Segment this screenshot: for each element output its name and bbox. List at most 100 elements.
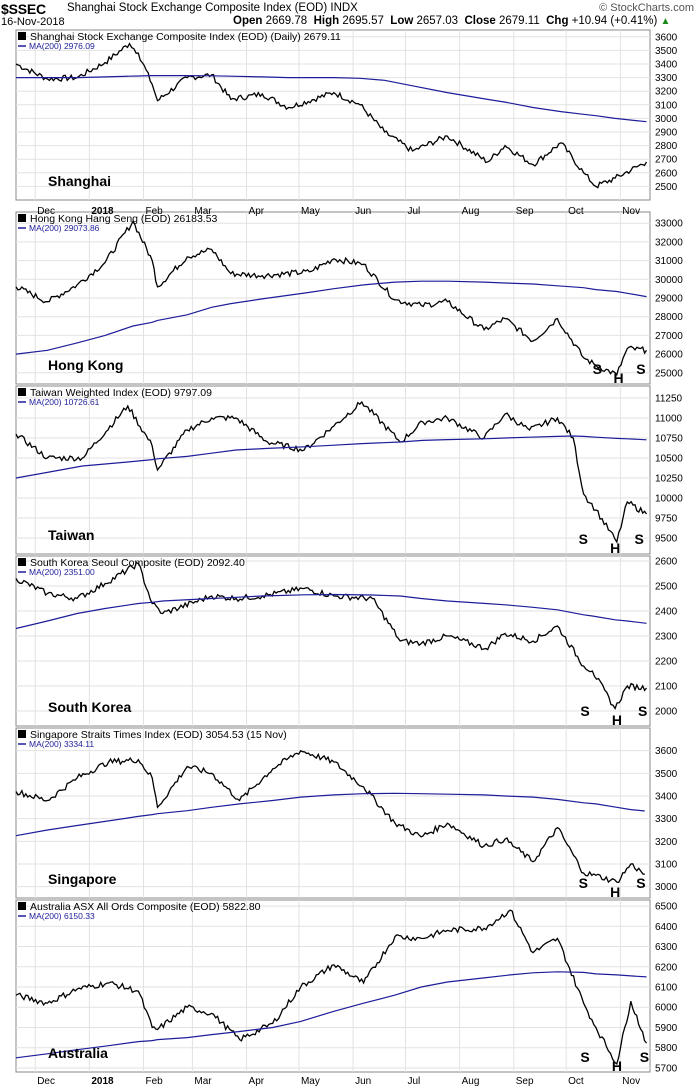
y-tick-label: 2700 [655, 155, 678, 166]
y-tick-label: 2600 [655, 557, 678, 568]
y-tick-label: 2000 [655, 707, 678, 718]
x-tick-label: Mar [194, 206, 212, 217]
price-series-line [15, 749, 645, 884]
y-tick-label: 5700 [655, 1063, 678, 1074]
y-tick-label: 32000 [655, 237, 683, 248]
y-tick-label: 3000 [655, 882, 678, 893]
ticker-symbol: $SSEC [1, 1, 46, 17]
pattern-annotation: H [610, 884, 620, 900]
y-tick-label: 3000 [655, 114, 678, 125]
pattern-annotation: S [636, 361, 645, 377]
x-tick-label: 2018 [91, 206, 114, 217]
y-tick-label: 3300 [655, 814, 678, 825]
y-tick-label: 2500 [655, 582, 678, 593]
y-tick-label: 6100 [655, 983, 678, 994]
title-legend-swatch [18, 730, 26, 738]
y-tick-label: 2800 [655, 141, 678, 152]
market-label: South Korea [48, 699, 131, 715]
pattern-annotation: H [612, 712, 622, 728]
y-tick-label: 3600 [655, 32, 678, 43]
pattern-annotation: H [612, 1058, 622, 1074]
y-tick-label: 26000 [655, 350, 683, 361]
open-value: 2669.78 [265, 15, 308, 27]
y-tick-label: 3300 [655, 73, 678, 84]
x-tick-label: May [301, 1076, 320, 1087]
x-tick-label: Nov [622, 206, 640, 217]
x-tick-label: Oct [568, 1076, 584, 1087]
panel-frame [15, 727, 651, 899]
brand-watermark: © StockCharts.com [599, 2, 694, 14]
price-series-line [15, 561, 648, 710]
pattern-annotation: S [579, 531, 588, 547]
quote-date: 16-Nov-2018 [1, 16, 65, 28]
x-tick-label: Aug [462, 1076, 480, 1087]
x-tick-label: Dec [37, 206, 55, 217]
ma-label: MA(200) 2351.00 [29, 567, 95, 577]
chart-header: $SSEC Shanghai Stock Exchange Composite … [0, 0, 700, 30]
chg-label: Chg [546, 15, 569, 27]
y-tick-label: 29000 [655, 294, 683, 305]
y-tick-label: 3100 [655, 860, 678, 871]
y-tick-label: 3400 [655, 60, 678, 71]
title-legend-swatch [18, 388, 26, 396]
pattern-annotation: S [640, 1049, 649, 1065]
low-label: Low [390, 15, 414, 27]
y-tick-label: 2600 [655, 168, 678, 179]
x-tick-label: Mar [194, 1076, 212, 1087]
y-tick-label: 9750 [655, 514, 678, 525]
market-label: Shanghai [48, 173, 111, 189]
pattern-annotation: S [635, 531, 644, 547]
y-tick-label: 6400 [655, 922, 678, 933]
price-series-line [15, 400, 648, 544]
x-tick-label: Feb [145, 206, 163, 217]
ma-label: MA(200) 10726.61 [29, 397, 100, 407]
pattern-annotation: H [610, 540, 620, 556]
market-label: Taiwan [48, 527, 94, 543]
y-tick-label: 11000 [655, 414, 683, 425]
ticker-description: Shanghai Stock Exchange Composite Index … [67, 2, 358, 14]
y-tick-label: 33000 [655, 219, 683, 230]
panel-frame [15, 385, 651, 555]
pattern-annotation: H [614, 370, 624, 386]
y-tick-label: 6200 [655, 962, 678, 973]
y-tick-label: 2300 [655, 632, 678, 643]
ma200-series-line [15, 971, 647, 1059]
y-tick-label: 25000 [655, 368, 683, 379]
description-text: Shanghai Stock Exchange Composite Index … [67, 2, 328, 14]
panel-title: South Korea Seoul Composite (EOD) 2092.4… [30, 557, 245, 569]
y-tick-label: 3600 [655, 746, 678, 757]
exchange-text: INDX [330, 2, 358, 14]
ma200-series-line [15, 593, 647, 630]
ohlc-readout: Open 2669.78 High 2695.57 Low 2657.03 Cl… [233, 15, 670, 27]
open-label: Open [233, 15, 263, 27]
y-tick-label: 6500 [655, 902, 678, 913]
title-legend-swatch [18, 902, 26, 910]
market-label: Singapore [48, 871, 117, 887]
pattern-annotation: S [580, 1049, 589, 1065]
chart-panel-2: 25000 26000 27000 28000 29000 30000 31000 32000… [15, 211, 683, 386]
chart-panel-1: 2500 2600 2700 2800 2900 3000 3100 3200 3300 3400… [15, 29, 678, 201]
pattern-annotation: S [636, 875, 645, 891]
ma-label: MA(200) 3334.11 [29, 739, 94, 749]
chg-value: +10.94 (+0.41%) [571, 15, 658, 27]
y-tick-label: 10250 [655, 474, 683, 485]
x-tick-label: Jul [407, 206, 420, 217]
y-tick-label: 2400 [655, 607, 678, 618]
y-tick-label: 27000 [655, 331, 683, 342]
panel-title: Hong Kong Hang Seng (EOD) 26183.53 [30, 213, 218, 225]
x-tick-label: Jun [355, 1076, 371, 1087]
price-series-line [15, 909, 648, 1065]
y-tick-label: 10500 [655, 454, 683, 465]
x-tick-label: Sep [516, 1076, 534, 1087]
y-tick-label: 3400 [655, 792, 678, 803]
y-tick-label: 3100 [655, 100, 678, 111]
x-tick-label: Dec [37, 1076, 55, 1087]
ma200-series-line [16, 75, 647, 123]
pattern-annotation: S [593, 361, 602, 377]
pattern-annotation: S [580, 703, 589, 719]
market-label: Hong Kong [48, 357, 123, 373]
ma200-series-line [15, 280, 647, 355]
x-tick-label: Apr [249, 206, 265, 217]
y-tick-label: 2100 [655, 682, 678, 693]
x-tick-label: Oct [568, 206, 584, 217]
